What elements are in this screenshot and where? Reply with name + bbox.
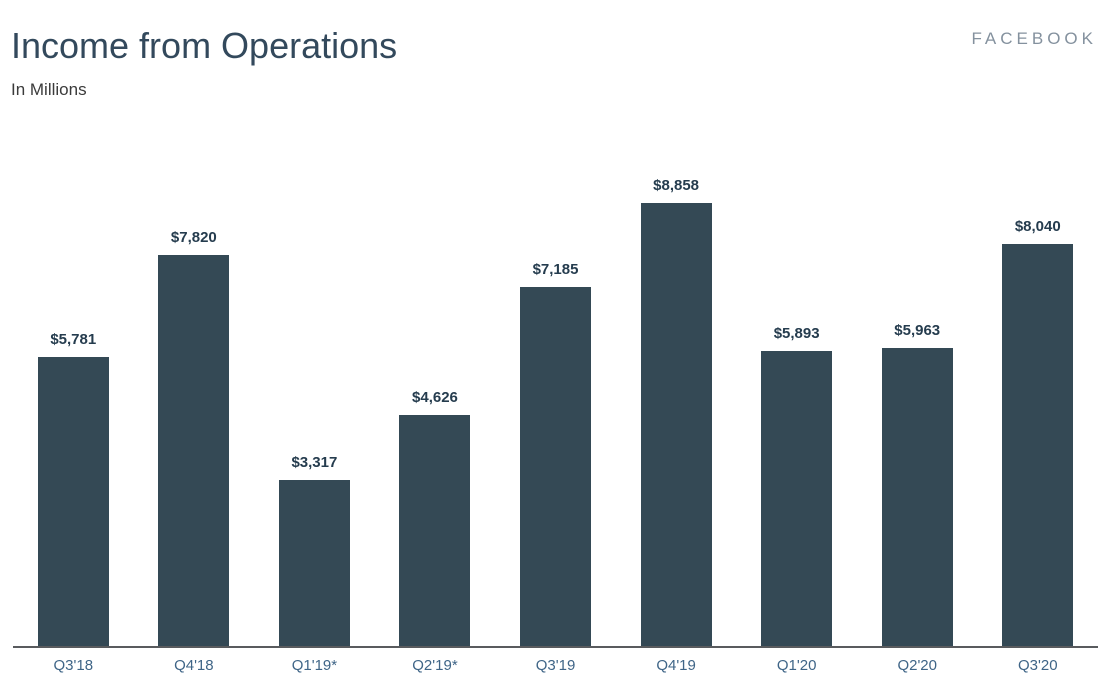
bar-value-label: $8,858 bbox=[653, 177, 700, 194]
bar-column: $7,820 bbox=[134, 228, 255, 646]
x-axis-tick-label: Q3'19 bbox=[535, 657, 576, 674]
bar bbox=[158, 255, 230, 646]
bar bbox=[761, 351, 833, 646]
x-axis-tick-label: Q1'19* bbox=[291, 657, 338, 674]
bar-value-label: $5,963 bbox=[894, 322, 941, 339]
bar bbox=[881, 348, 953, 646]
bar-column: $5,963 bbox=[857, 321, 978, 646]
bar-value-label: $5,893 bbox=[773, 325, 820, 342]
x-axis-tick-label: Q3'20 bbox=[1018, 657, 1058, 674]
bar-chart: $5,781 $7,820 $3,317 $4,626 $7,185 $8,858 $5,8… bbox=[13, 176, 1098, 697]
bar bbox=[1002, 244, 1074, 646]
bar-column: $4,626 bbox=[375, 388, 496, 646]
bar-column: $8,858 bbox=[616, 176, 737, 646]
bar-value-label: $4,626 bbox=[412, 389, 458, 406]
bar-column: $5,781 bbox=[13, 330, 134, 646]
x-axis-tick-label: Q3'18 bbox=[53, 657, 94, 674]
x-axis-tick-label: Q4'18 bbox=[174, 657, 214, 674]
bar-column: $7,185 bbox=[495, 260, 616, 646]
bar-value-label: $8,040 bbox=[1014, 218, 1061, 235]
plot-area: $5,781 $7,820 $3,317 $4,626 $7,185 $8,858 $5,8… bbox=[13, 176, 1098, 648]
bar-value-label: $7,185 bbox=[532, 261, 579, 278]
x-axis-tick-label: Q2'20 bbox=[897, 657, 937, 674]
bar-value-label: $3,317 bbox=[291, 454, 338, 471]
bar-value-label: $5,781 bbox=[50, 331, 97, 348]
page-title: Income from Operations bbox=[11, 25, 398, 66]
bar-column: $5,893 bbox=[736, 324, 857, 646]
x-axis-tick-label: Q2'19* bbox=[412, 657, 458, 674]
bar-column: $3,317 bbox=[254, 453, 375, 646]
bar-value-label: $7,820 bbox=[170, 229, 217, 246]
facebook-logo: FACEBOOK bbox=[971, 29, 1097, 48]
bar bbox=[520, 287, 592, 646]
bar bbox=[37, 357, 109, 646]
page-subtitle: In Millions bbox=[11, 79, 87, 99]
bar bbox=[640, 203, 712, 646]
bar bbox=[399, 415, 471, 646]
bar-column: $8,040 bbox=[978, 217, 1099, 646]
x-axis-tick-label: Q4'19 bbox=[656, 657, 696, 674]
chart-header: Income from Operations In Millions bbox=[11, 26, 1119, 100]
x-axis-labels: Q3'18 Q4'18 Q1'19* Q2'19* Q3'19 Q4'19 Q1'20 Q2'… bbox=[13, 648, 1098, 697]
bar bbox=[278, 480, 350, 646]
x-axis-tick-label: Q1'20 bbox=[776, 657, 817, 674]
